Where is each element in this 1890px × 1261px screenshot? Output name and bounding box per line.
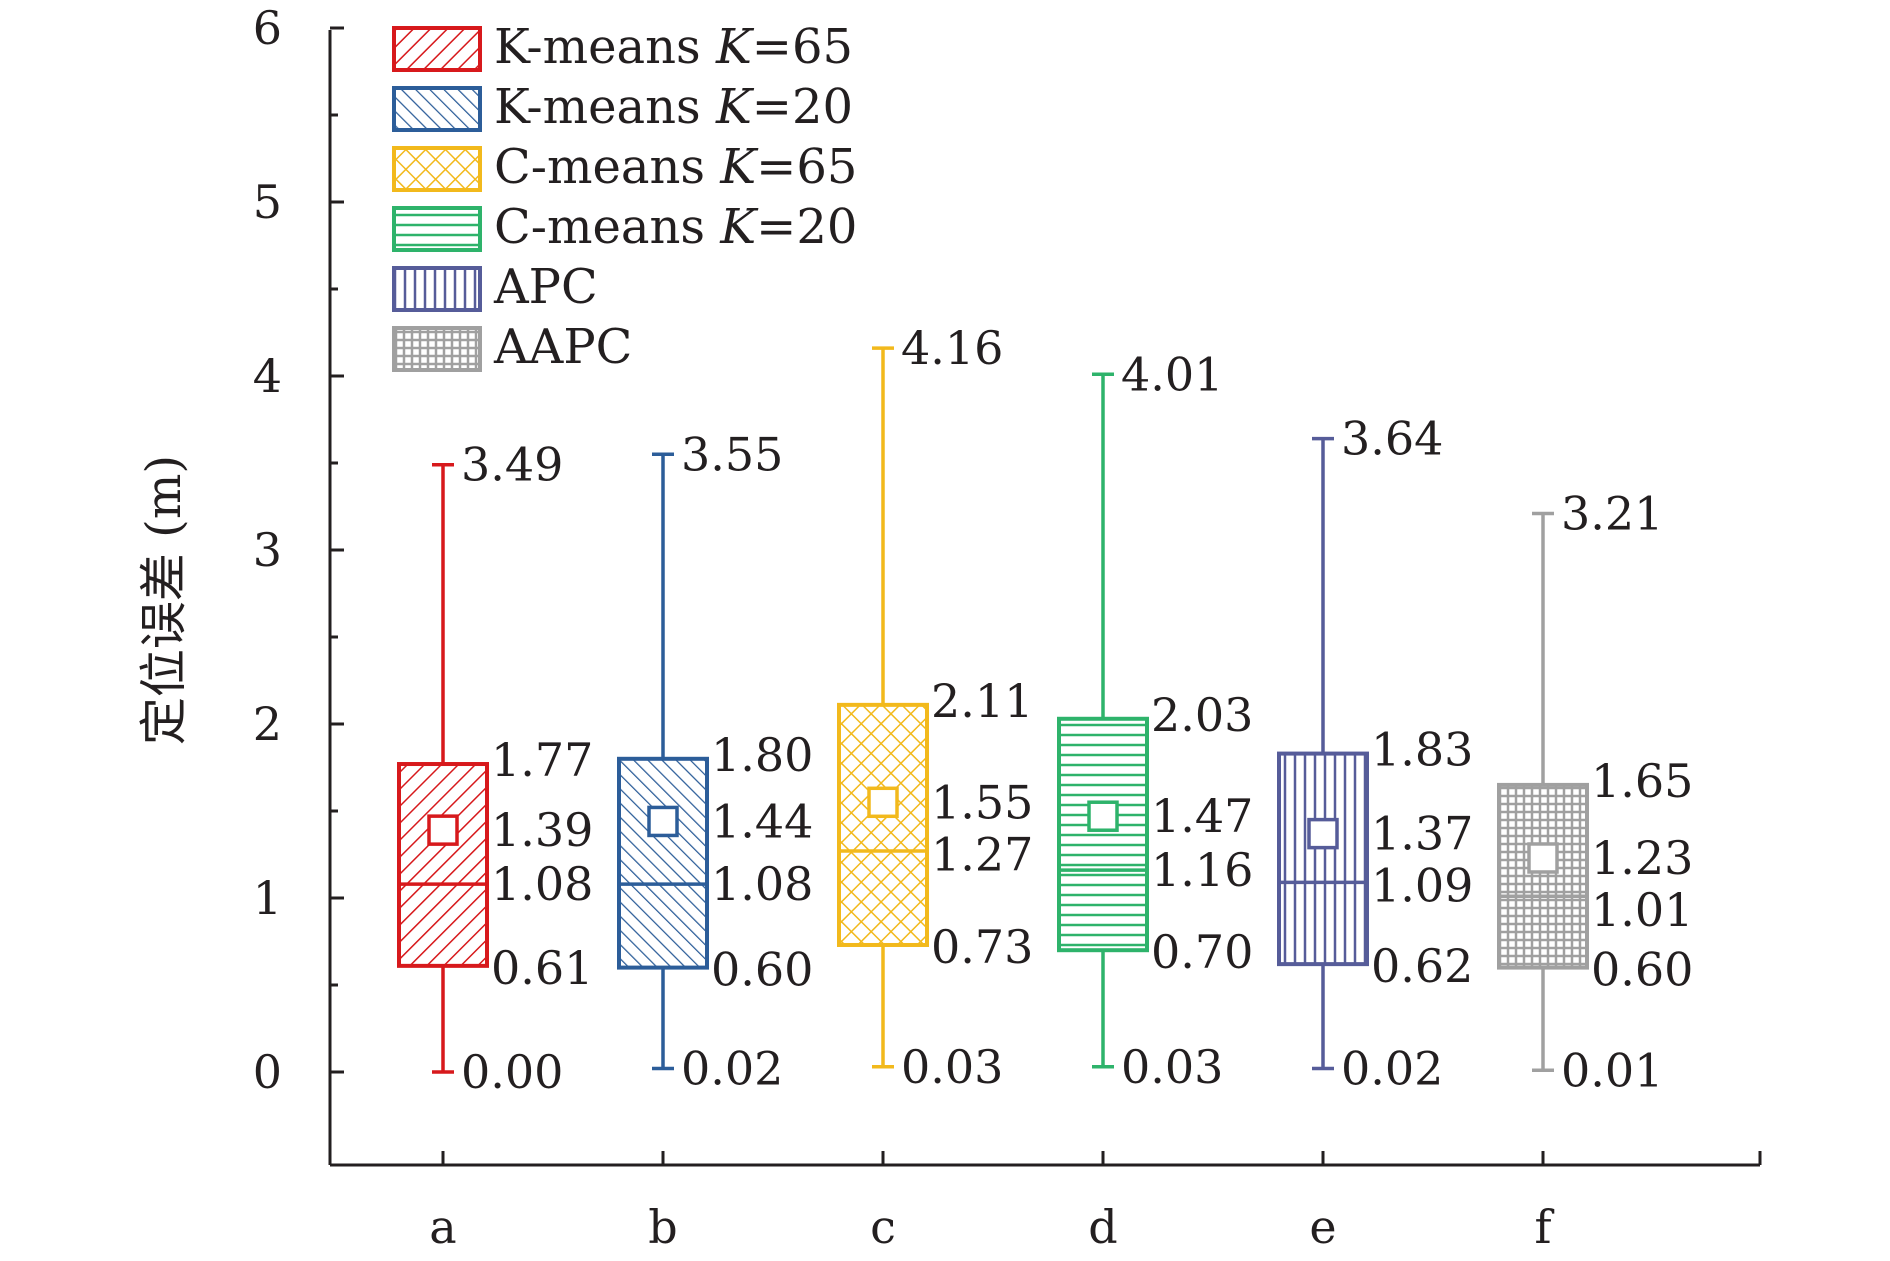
legend-swatch: [392, 86, 482, 132]
x-tick-label: c: [870, 1200, 896, 1254]
axes: [328, 30, 1760, 1167]
min-label: 0.03: [1121, 1040, 1223, 1094]
legend-item-1: K-means K=20: [392, 79, 853, 135]
q3-label: 1.65: [1591, 754, 1693, 808]
legend-swatch: [392, 266, 482, 312]
max-label: 3.55: [681, 427, 783, 481]
q3-label: 1.77: [491, 733, 593, 787]
x-tick-label: b: [648, 1200, 677, 1254]
x-tick-label: f: [1534, 1200, 1554, 1254]
max-label: 4.16: [901, 321, 1003, 375]
median-label: 1.08: [491, 857, 593, 911]
q1-label: 0.73: [931, 920, 1033, 974]
y-tick-label: 1: [253, 871, 282, 925]
max-label: 4.01: [1121, 347, 1223, 401]
q3-label: 1.83: [1371, 723, 1473, 777]
median-label: 1.16: [1151, 843, 1253, 897]
box-c: 4.16 0.03 2.11 1.551.27 0.73: [837, 321, 1033, 1094]
legend-swatch: [392, 26, 482, 72]
legend-swatch: [392, 206, 482, 252]
legend-item-3: C-means K=20: [392, 199, 857, 255]
legend: K-means K=65K-means K=20C-means K=65C-me…: [392, 19, 857, 375]
mean-marker: [427, 814, 459, 846]
mean-marker: [1527, 842, 1559, 874]
mean-marker: [647, 805, 679, 838]
min-label: 0.02: [681, 1042, 783, 1096]
legend-item-5: AAPC: [392, 319, 632, 375]
q3-label: 1.80: [711, 728, 813, 782]
max-label: 3.49: [461, 438, 563, 492]
x-ticks: a b c d e f: [429, 1151, 1762, 1254]
legend-label: C-means K=20: [494, 199, 857, 255]
y-tick-label: 2: [253, 697, 282, 751]
q1-label: 0.61: [491, 941, 593, 995]
iqr-box: [397, 762, 489, 968]
min-label: 0.01: [1561, 1043, 1663, 1097]
q3-label: 2.11: [931, 674, 1033, 728]
legend-item-2: C-means K=65: [392, 139, 857, 195]
mean-label: 1.39: [491, 803, 593, 857]
legend-label: C-means K=65: [494, 139, 857, 195]
median-label: 1.01: [1591, 883, 1693, 937]
max-label: 3.64: [1341, 412, 1443, 466]
legend-label: K-means K=20: [494, 79, 853, 135]
legend-label: APC: [493, 259, 598, 315]
box-e: 3.64 0.02 1.83 1.371.09 0.62: [1277, 412, 1473, 1096]
y-tick-label: 0: [253, 1045, 282, 1099]
min-label: 0.00: [461, 1045, 563, 1099]
mean-label: 1.47: [1151, 789, 1253, 843]
box-d: 4.01 0.03 2.03 1.471.16 0.70: [1057, 347, 1253, 1094]
median-label: 1.09: [1371, 859, 1473, 913]
legend-swatch: [392, 326, 482, 372]
x-tick-label: a: [429, 1200, 456, 1254]
min-label: 0.02: [1341, 1042, 1443, 1096]
x-tick-label: d: [1088, 1200, 1117, 1254]
mean-marker: [1087, 800, 1119, 832]
q1-label: 0.62: [1371, 939, 1473, 993]
boxes: 3.490.001.771.391.080.613.550.021.801.44…: [397, 321, 1693, 1099]
mean-label: 1.37: [1371, 807, 1473, 861]
box-f: 3.21 0.01 1.65 1.231.01 0.60: [1497, 486, 1693, 1097]
y-tick-label: 6: [253, 1, 282, 55]
y-tick-label: 4: [253, 349, 282, 403]
legend-swatch: [392, 146, 482, 192]
y-ticks: 0 1 2 3 4 5 6: [253, 1, 344, 1099]
mean-label: 1.44: [711, 794, 813, 848]
mean-label: 1.23: [1591, 831, 1693, 885]
iqr-box: [1057, 716, 1149, 953]
iqr-box: [617, 756, 709, 970]
q1-label: 0.60: [711, 943, 813, 997]
median-label: 1.08: [711, 857, 813, 911]
y-tick-label: 5: [253, 175, 282, 229]
mean-marker: [867, 786, 899, 819]
y-axis-label: 定位误差 (m): [136, 455, 192, 745]
iqr-box: [1497, 782, 1589, 970]
legend-label: K-means K=65: [494, 19, 853, 75]
median-label: 1.27: [931, 827, 1033, 881]
q3-label: 2.03: [1151, 688, 1253, 742]
legend-item-0: K-means K=65: [392, 19, 853, 75]
min-label: 0.03: [901, 1040, 1003, 1094]
iqr-box: [1277, 751, 1369, 967]
box-b: 3.55 0.02 1.80 1.44 1.08 0.60: [617, 427, 813, 1096]
legend-label: AAPC: [493, 319, 632, 375]
q1-label: 0.70: [1151, 925, 1253, 979]
iqr-box: [837, 702, 929, 947]
mean-marker: [1307, 817, 1339, 850]
box-a: 3.49 0.00 1.77 1.391.08 0.61: [397, 438, 593, 1099]
y-tick-label: 3: [253, 523, 282, 577]
q1-label: 0.60: [1591, 943, 1693, 997]
legend-item-4: APC: [392, 259, 598, 315]
x-tick-label: e: [1309, 1200, 1336, 1254]
max-label: 3.21: [1561, 486, 1663, 540]
mean-label: 1.55: [931, 775, 1033, 829]
